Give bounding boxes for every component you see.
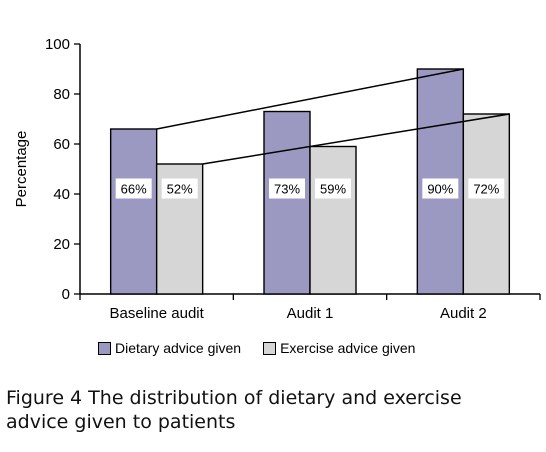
data-label: 66%: [121, 182, 147, 197]
caption-line-2: advice given to patients: [6, 411, 236, 433]
y-tick-label: 40: [53, 186, 70, 203]
y-axis-label: Percentage: [13, 131, 30, 208]
figure-caption: Figure 4 The distribution of dietary and…: [6, 386, 536, 434]
data-label-box: [422, 178, 459, 199]
data-label: 90%: [427, 182, 453, 197]
data-label: 72%: [473, 182, 499, 197]
trend-lines: [156, 68, 510, 165]
legend: Dietary advice given Exercise advice giv…: [98, 340, 437, 356]
x-tick-labels: Baseline audit Audit 1 Audit 2: [110, 305, 487, 322]
caption-line-1: Figure 4 The distribution of dietary and…: [6, 387, 462, 409]
legend-swatch-exercise: [263, 341, 277, 355]
data-label-box: [315, 178, 351, 199]
data-label-box: [468, 178, 505, 199]
legend-swatch-dietary: [98, 341, 111, 355]
y-tick-label: 0: [62, 286, 70, 303]
y-tick-label: 100: [45, 36, 70, 53]
legend-item-dietary: Dietary advice given: [98, 340, 241, 356]
bar: [309, 145, 357, 295]
data-label-box: [269, 178, 305, 199]
legend-label-exercise: Exercise advice given: [280, 340, 416, 356]
data-labels: 66% 52% 73% 59% 90% 72%: [115, 178, 505, 199]
y-tick-label: 60: [53, 136, 70, 153]
bar: [109, 128, 158, 295]
trend-line: [156, 68, 464, 130]
y-tick-label: 80: [53, 86, 70, 103]
bar-chart: Percentage 0 20 40 60 80 100 66% 52% 73% 59% 90% 7…: [13, 36, 541, 322]
legend-label-dietary: Dietary advice given: [115, 340, 242, 356]
trend-line: [202, 113, 510, 165]
data-label: 52%: [167, 182, 193, 197]
bar: [263, 110, 311, 295]
legend-item-exercise: Exercise advice given: [263, 340, 415, 356]
y-tick-label: 20: [53, 236, 70, 253]
x-tick-label: Audit 2: [440, 305, 487, 322]
x-tick-label: Audit 1: [287, 305, 334, 322]
data-label: 59%: [320, 182, 346, 197]
x-tick-label: Baseline audit: [110, 305, 205, 322]
data-label-box: [161, 178, 198, 199]
data-label: 73%: [274, 182, 300, 197]
data-label-box: [115, 178, 152, 199]
bar: [462, 113, 511, 295]
